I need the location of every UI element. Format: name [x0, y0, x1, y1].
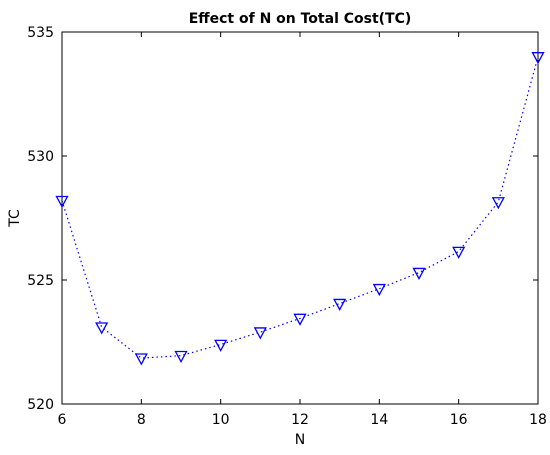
y-axis-label: TC — [7, 209, 23, 228]
data-point — [531, 52, 545, 65]
x-tick-label: 6 — [58, 412, 67, 428]
x-tick-label: 16 — [450, 412, 468, 428]
x-tick-label: 14 — [370, 412, 388, 428]
y-tick-label: 535 — [27, 25, 54, 41]
data-point — [293, 313, 307, 326]
chart-title: Effect of N on Total Cost(TC) — [189, 11, 412, 27]
data-point — [491, 197, 505, 210]
x-tick-label: 18 — [529, 412, 547, 428]
data-point — [333, 298, 347, 311]
data-point — [214, 339, 228, 352]
x-axis-label: N — [295, 432, 305, 448]
series-line — [61, 56, 539, 359]
x-tick-label: 8 — [137, 412, 146, 428]
data-point — [253, 327, 267, 340]
y-axis: 520 525 530 535 — [27, 25, 538, 413]
y-tick-label: 530 — [27, 149, 54, 165]
plot-frame — [61, 31, 539, 405]
series-layer — [55, 52, 545, 366]
data-point — [452, 246, 466, 259]
x-tick-label: 10 — [212, 412, 230, 428]
x-tick-label: 12 — [291, 412, 309, 428]
x-axis: 6 8 10 12 14 16 18 — [58, 32, 547, 428]
y-tick-label: 520 — [27, 397, 54, 413]
data-point — [95, 322, 109, 335]
data-point — [412, 267, 426, 280]
plot-area — [61, 31, 539, 405]
data-point — [55, 195, 69, 209]
data-point — [134, 353, 148, 366]
data-point — [372, 283, 386, 297]
y-tick-label: 525 — [27, 273, 54, 289]
data-point — [174, 350, 188, 364]
